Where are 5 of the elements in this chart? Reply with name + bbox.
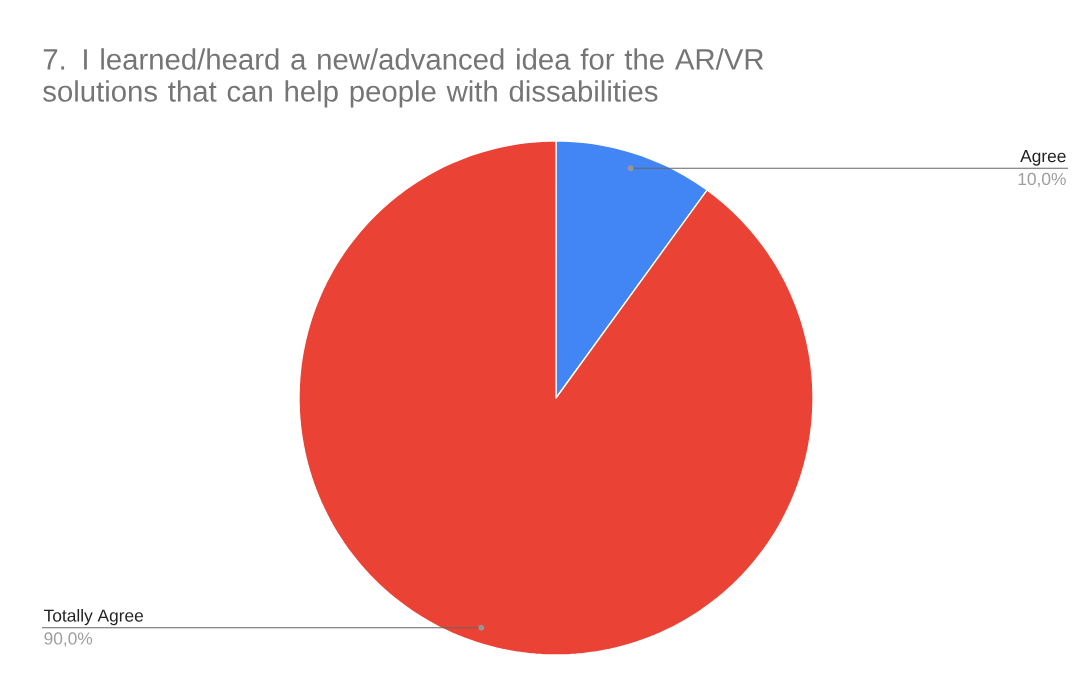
- chart-title: 7. I learned/heard a new/advanced idea for the AR/VR solutions that can help people with dissabilities: [43, 48, 764, 108]
- slice-label: Totally Agree: [44, 608, 143, 626]
- data-label: 90,0%: [44, 632, 93, 647]
- slice-label: Agree: [1020, 150, 1066, 166]
- data-label: 10,0%: [1018, 172, 1066, 188]
